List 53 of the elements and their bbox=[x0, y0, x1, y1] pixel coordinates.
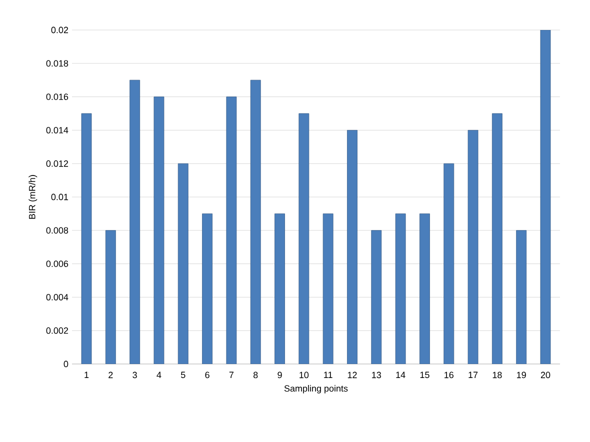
x-tick-label: 9 bbox=[278, 372, 282, 378]
bar bbox=[347, 130, 358, 364]
bar bbox=[468, 130, 478, 364]
x-tick-label: 1 bbox=[84, 372, 89, 378]
x-tick-label: 4 bbox=[156, 372, 162, 378]
bar bbox=[202, 213, 212, 364]
y-tick-label: 0.02 bbox=[51, 26, 68, 34]
y-tick-label: 0.012 bbox=[46, 160, 68, 167]
x-tick-label: 7 bbox=[229, 372, 234, 378]
bar bbox=[322, 213, 334, 364]
x-tick-label: 19 bbox=[517, 372, 526, 378]
y-tick-label: 0.016 bbox=[46, 94, 68, 100]
y-tick-label: 0.006 bbox=[46, 260, 68, 267]
x-tick-label: 5 bbox=[180, 372, 186, 378]
bar bbox=[371, 230, 382, 364]
x-tick-label: 20 bbox=[540, 372, 550, 378]
bar bbox=[298, 113, 310, 364]
bar bbox=[444, 163, 454, 364]
x-tick-label: 3 bbox=[132, 372, 137, 378]
bar bbox=[540, 30, 551, 364]
bar bbox=[81, 113, 92, 364]
bar bbox=[226, 96, 237, 364]
bar bbox=[492, 113, 502, 364]
y-tick-label: 0.008 bbox=[46, 227, 68, 234]
y-tick-label: 0.01 bbox=[51, 194, 68, 200]
x-tick-label: 12 bbox=[348, 372, 357, 378]
bar bbox=[420, 213, 430, 364]
x-tick-label: 14 bbox=[396, 372, 406, 378]
x-axis-title: Sampling points bbox=[284, 385, 348, 394]
bar bbox=[154, 96, 164, 364]
y-tick-label: 0.004 bbox=[46, 294, 68, 300]
y-axis-title: BIR (mR/h) bbox=[28, 175, 38, 219]
x-tick-label: 2 bbox=[108, 372, 113, 378]
x-tick-label: 6 bbox=[205, 372, 210, 378]
bar bbox=[250, 80, 261, 364]
x-tick-label: 13 bbox=[372, 372, 381, 378]
x-tick-label: 15 bbox=[420, 372, 430, 378]
bar bbox=[395, 213, 406, 364]
x-tick-label: 16 bbox=[444, 372, 454, 378]
x-tick-label: 17 bbox=[468, 372, 478, 378]
bar bbox=[130, 80, 140, 364]
bar bbox=[105, 230, 116, 364]
y-tick-label: 0 bbox=[64, 360, 68, 368]
x-tick-label: 11 bbox=[324, 372, 332, 378]
x-tick-label: 8 bbox=[253, 372, 258, 378]
x-tick-label: 18 bbox=[492, 372, 502, 378]
y-tick-label: 0.014 bbox=[46, 127, 68, 134]
x-tick-label: 10 bbox=[300, 372, 309, 378]
bar bbox=[274, 213, 285, 364]
y-tick-label: 0.002 bbox=[46, 327, 68, 334]
bar bbox=[516, 230, 527, 364]
bar bbox=[178, 163, 188, 364]
y-tick-label: 0.018 bbox=[46, 60, 68, 67]
